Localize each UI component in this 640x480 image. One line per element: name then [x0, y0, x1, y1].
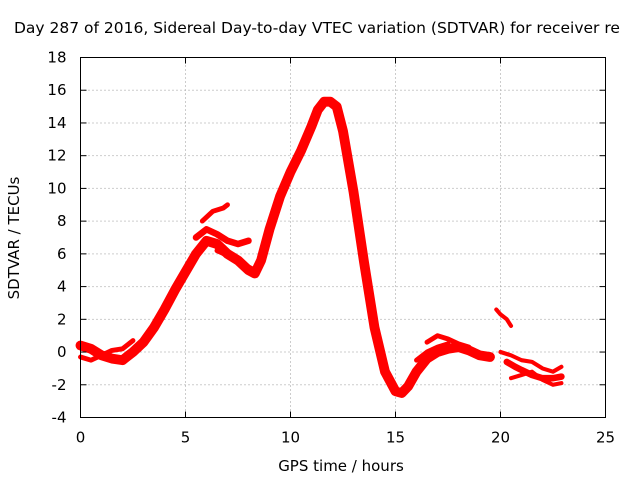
y-tick-label: -2 — [52, 376, 67, 394]
x-tick-label: 0 — [76, 429, 86, 447]
series-afternoon-arc-2 — [414, 341, 451, 363]
y-tick-label: -4 — [52, 409, 67, 427]
data-bands — [75, 96, 565, 398]
series-evening-tail-low — [508, 369, 564, 387]
series-upper-branch-2 — [199, 202, 230, 224]
y-tick-label: 10 — [47, 179, 66, 197]
y-tick-label: 14 — [47, 114, 66, 132]
y-tick-label: 6 — [57, 245, 67, 263]
series-lower-branch — [214, 248, 258, 273]
y-tick-label: 2 — [57, 310, 67, 328]
y-tick-labels: -4 -2 0 2 4 6 8 10 12 14 16 18 — [47, 49, 66, 427]
plot-frame — [80, 57, 606, 418]
y-tick-label: 4 — [57, 278, 67, 296]
x-tick-label: 5 — [181, 429, 191, 447]
series-afternoon-arc-1 — [424, 333, 472, 350]
x-tick-label: 15 — [386, 429, 405, 447]
y-tick-label: 12 — [47, 147, 66, 165]
y-axis-label: SDTVAR / TECUs — [5, 176, 23, 299]
x-tick-label: 10 — [281, 429, 300, 447]
grid — [80, 57, 606, 418]
series-evening-tail — [503, 358, 565, 382]
y-tick-label: 18 — [47, 49, 66, 67]
x-axis-label: GPS time / hours — [278, 457, 404, 475]
chart-title: Day 287 of 2016, Sidereal Day-to-day VTE… — [14, 19, 620, 37]
series-evening-tail-high — [498, 349, 564, 374]
y-tick-label: 0 — [57, 343, 67, 361]
x-tick-labels: 0 5 10 15 20 25 — [76, 429, 615, 447]
series-main-track — [75, 96, 495, 398]
series-upper-branch-1 — [192, 226, 252, 248]
y-tick-label: 16 — [47, 81, 66, 99]
x-tick-label: 20 — [491, 429, 510, 447]
x-tick-label: 25 — [596, 429, 615, 447]
series-late-segment — [494, 307, 514, 328]
axis-ticks — [80, 57, 606, 418]
series-morning-loop — [78, 338, 136, 363]
y-tick-label: 8 — [57, 212, 67, 230]
